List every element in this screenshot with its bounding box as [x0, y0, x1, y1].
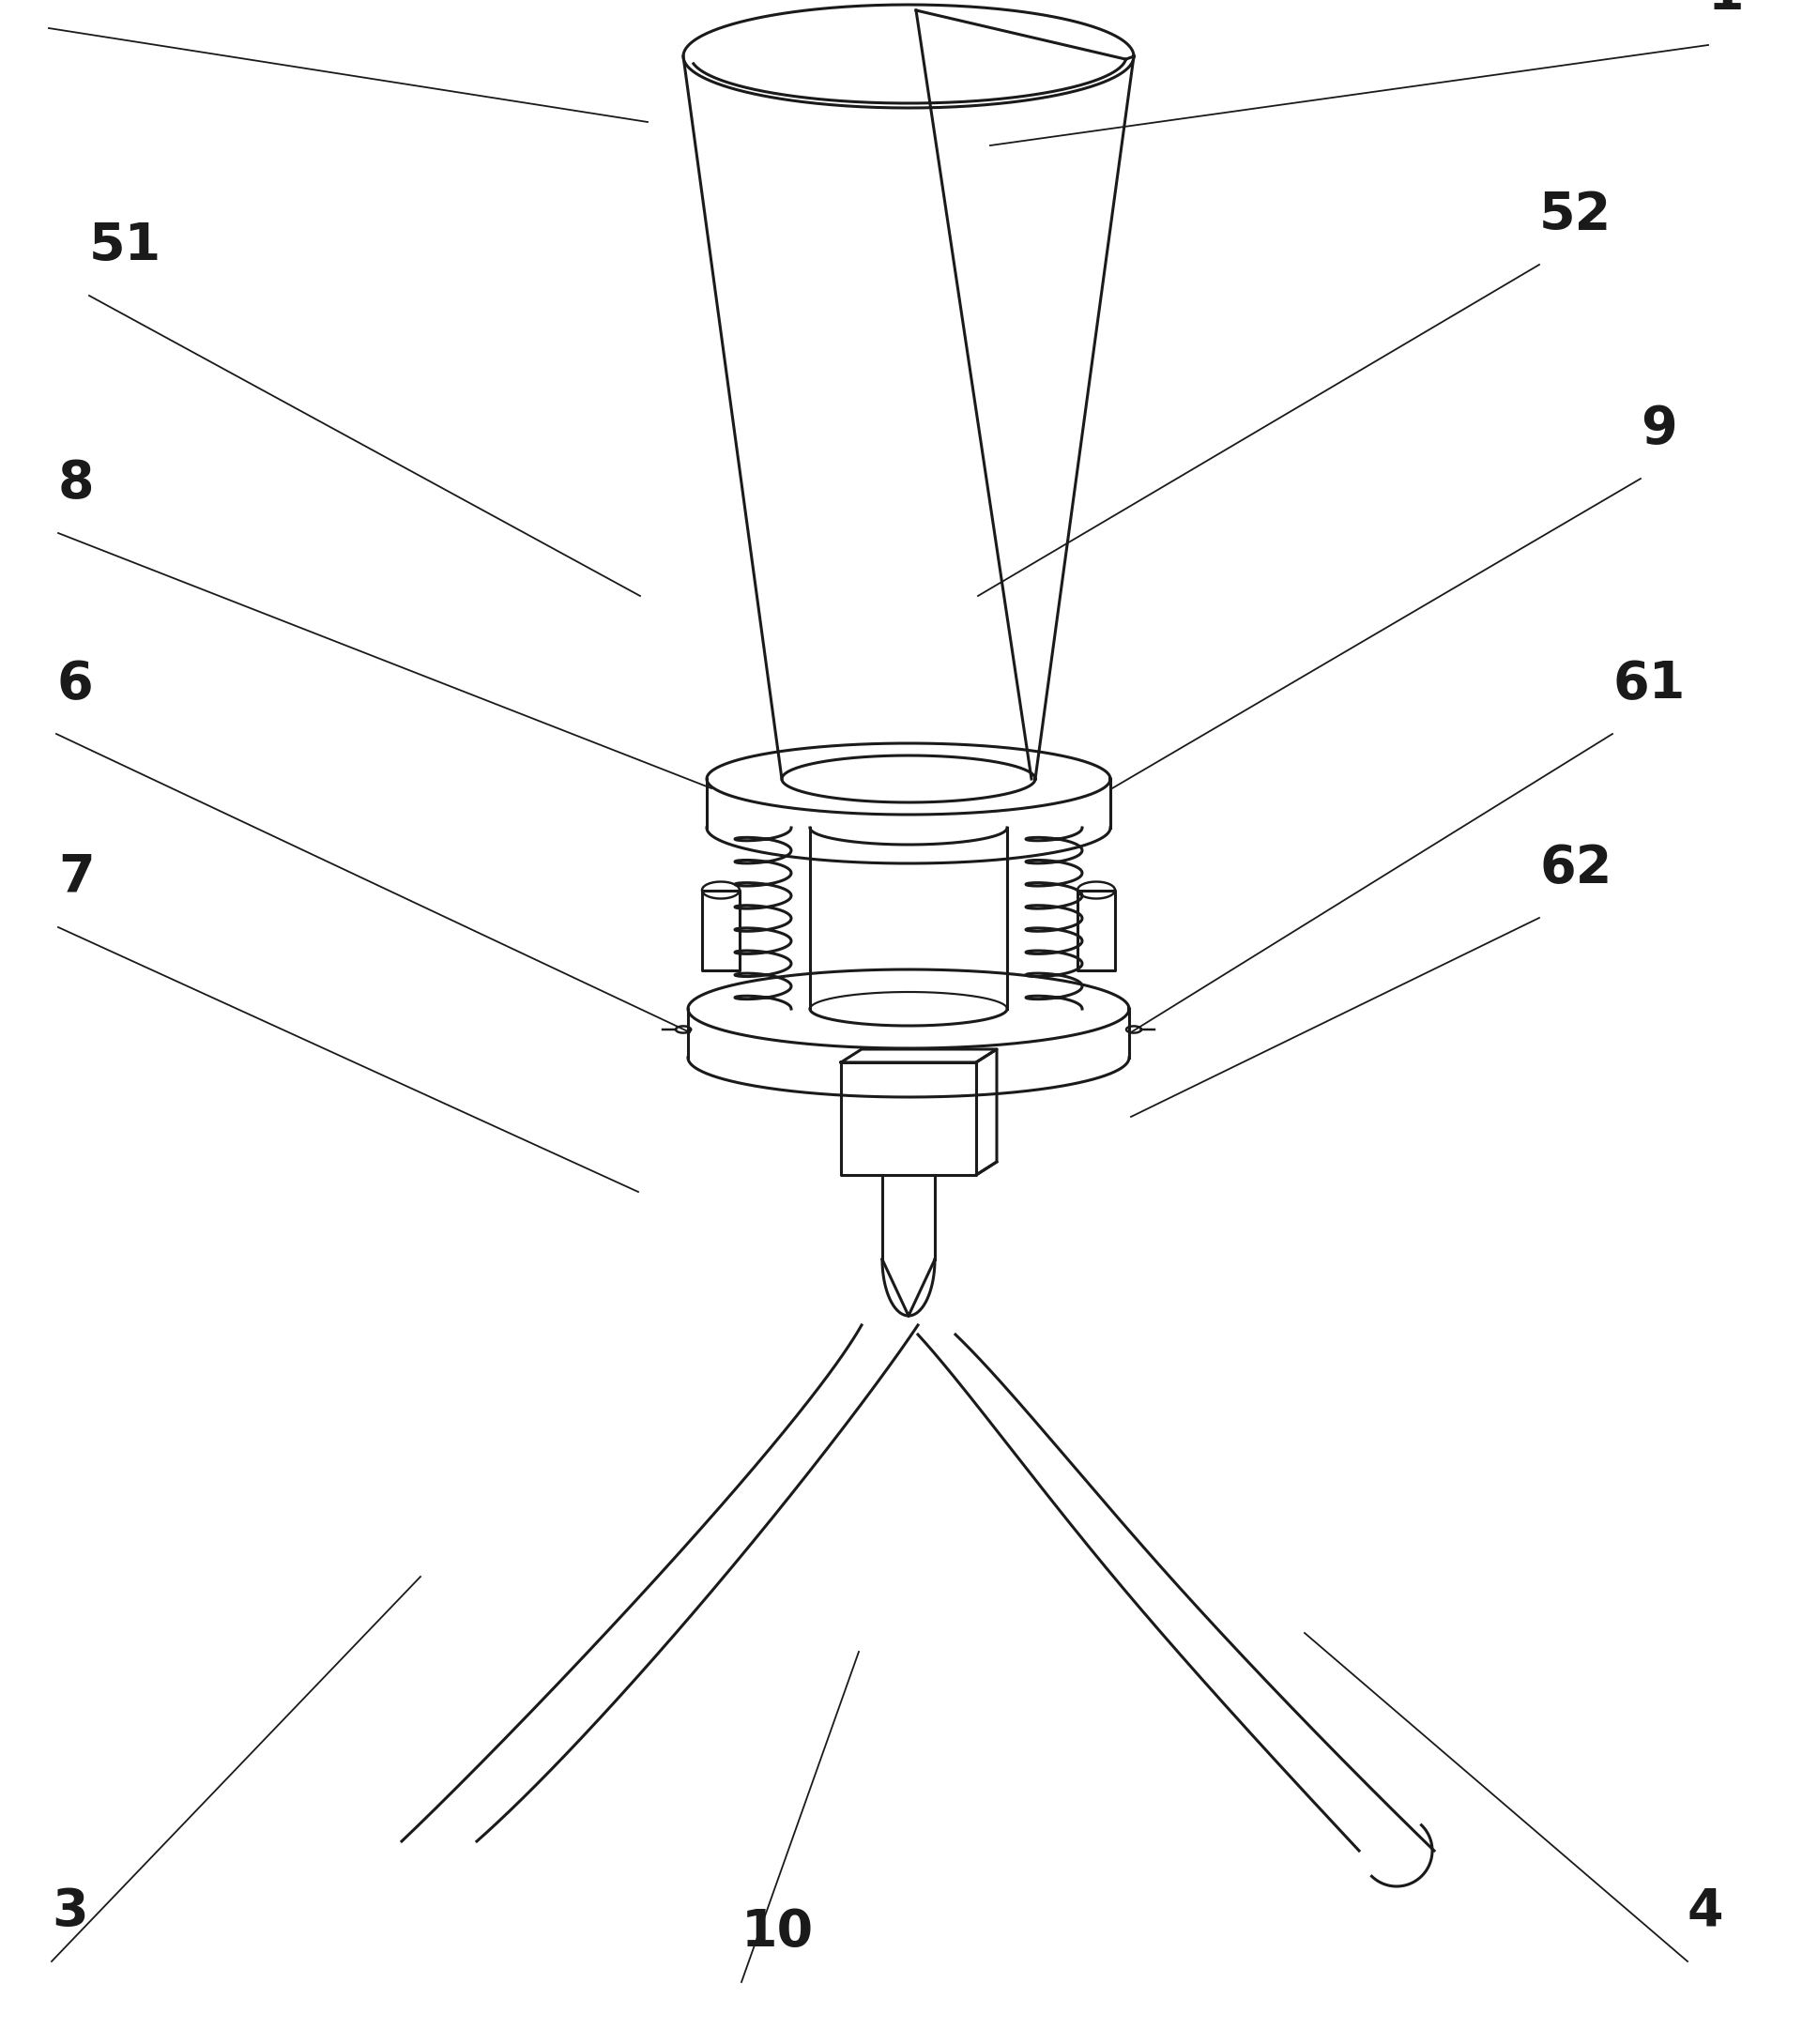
Text: 62: 62 [1540, 842, 1613, 893]
Text: 61: 61 [1613, 658, 1685, 709]
Text: 8: 8 [58, 458, 95, 509]
Text: 51: 51 [89, 221, 162, 272]
Text: 7: 7 [58, 852, 95, 903]
Text: 10: 10 [742, 1907, 814, 1958]
Text: 52: 52 [1540, 190, 1613, 241]
Text: 5: 5 [49, 0, 85, 4]
Text: 4: 4 [1687, 1887, 1723, 1938]
Text: 9: 9 [1640, 403, 1676, 454]
Text: 1: 1 [1709, 0, 1745, 20]
Text: 6: 6 [56, 658, 93, 709]
Text: 3: 3 [51, 1887, 87, 1938]
